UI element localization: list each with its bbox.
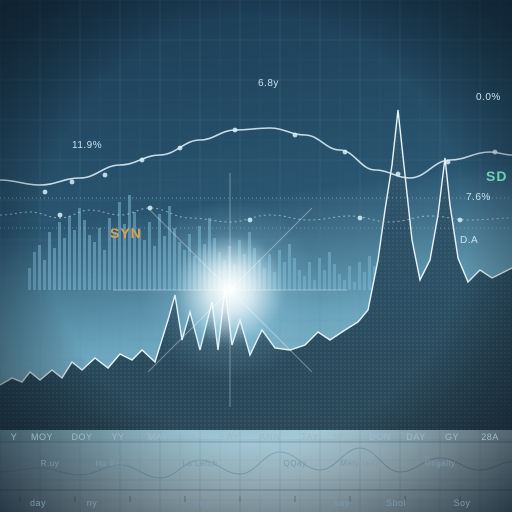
- data-callout: D.A: [460, 235, 478, 246]
- x-axis-minilabel: Sbol: [386, 498, 406, 508]
- x-axis-sublabel: La Lerch: [182, 459, 217, 468]
- lens-flare-rays: [113, 173, 347, 407]
- x-axis-label: MAY: [148, 432, 168, 442]
- x-axis-sublabel: R.uy: [41, 459, 59, 468]
- x-axis-label: MOY: [31, 432, 53, 442]
- x-axis-label: LAY: [221, 432, 239, 442]
- x-axis-sublabel: Mety reay: [340, 459, 380, 468]
- data-callout: 6.8y: [258, 78, 279, 89]
- x-axis-minilabel: day: [30, 498, 46, 508]
- x-axis-label: Y: [11, 432, 18, 442]
- x-axis-minilabel: ony: [194, 498, 210, 508]
- x-axis-label: TAY: [301, 432, 319, 442]
- x-axis-label: YY: [111, 432, 124, 442]
- x-axis-label: GY: [445, 432, 459, 442]
- x-axis-label: 28A: [481, 432, 499, 442]
- x-axis-label: UV: [188, 432, 202, 442]
- data-callout: 11.9%: [72, 140, 102, 151]
- x-axis-minilabel: ny: [87, 498, 98, 508]
- x-axis-sublabel: Ho Bey: [95, 459, 124, 468]
- x-axis-label: DOY: [71, 432, 92, 442]
- data-callout: 0.0%: [476, 92, 501, 103]
- x-axis-label: DAY: [406, 432, 425, 442]
- x-axis-sublabel: QQay: [284, 459, 307, 468]
- x-axis-label: DON: [369, 432, 391, 442]
- x-axis-minilabel: sap: [264, 498, 280, 508]
- ticker-label: SD: [486, 168, 507, 184]
- x-axis-label: NOY: [333, 432, 354, 442]
- data-callout: 7.6%: [466, 192, 491, 203]
- ticker-label: SYN: [110, 225, 142, 241]
- x-axis-label: ANN: [260, 432, 281, 442]
- x-axis-minilabel: say: [334, 498, 350, 508]
- x-axis-sublabel: Gngally: [425, 459, 456, 468]
- x-axis-minilabel: Soy: [453, 498, 470, 508]
